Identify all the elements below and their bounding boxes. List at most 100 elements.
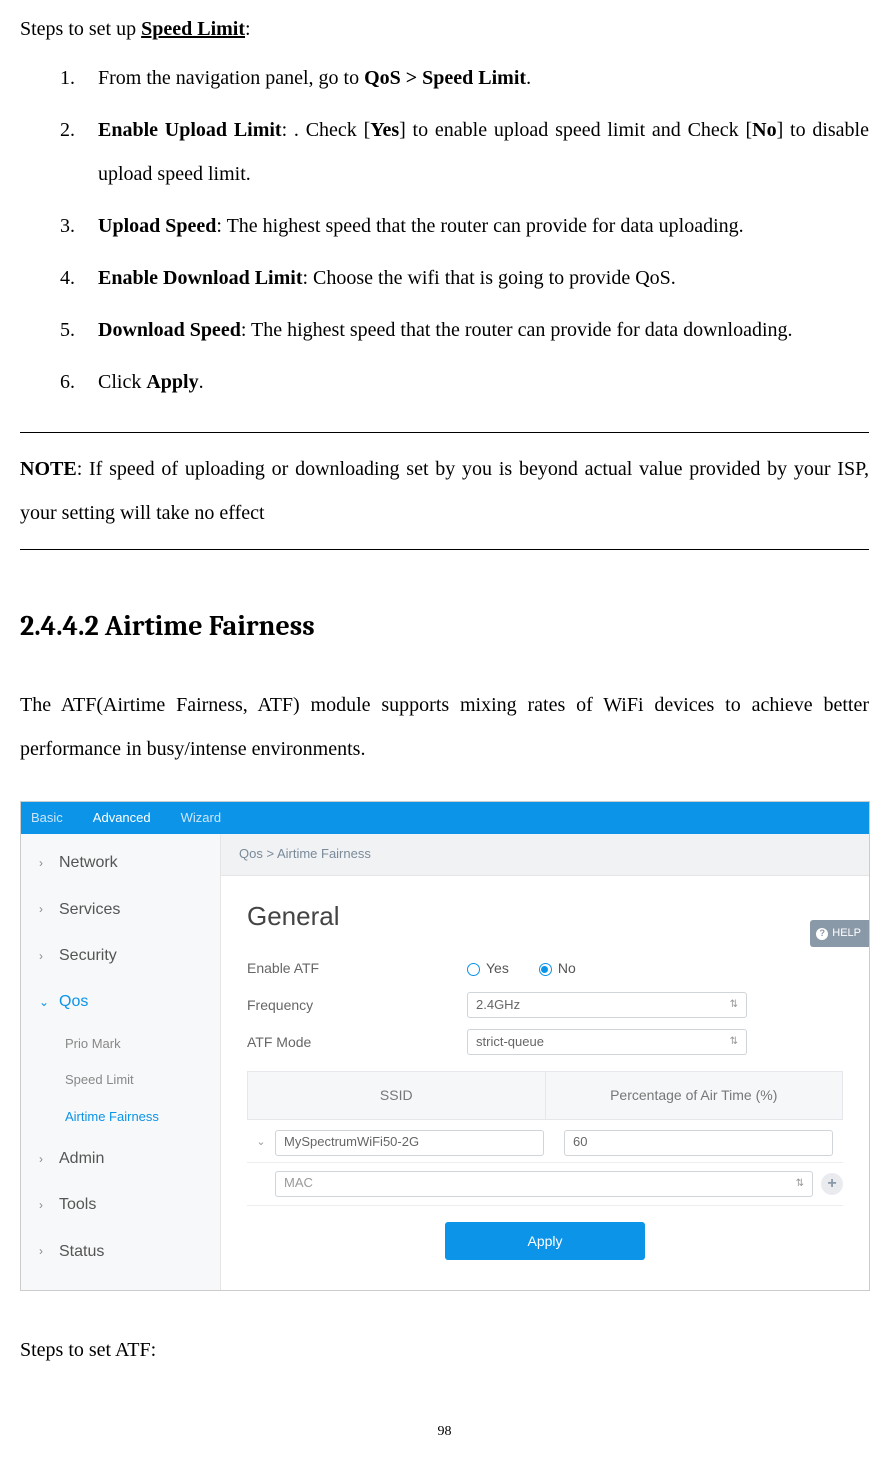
mac-placeholder: MAC xyxy=(284,1171,313,1196)
s1-end: . xyxy=(526,67,531,89)
radio-no[interactable]: No xyxy=(539,955,576,982)
radio-yes-label: Yes xyxy=(486,960,509,976)
updown-icon: ⇅ xyxy=(796,1179,804,1189)
intro-suffix: : xyxy=(245,18,251,40)
step-3: 3. Upload Speed: The highest speed that … xyxy=(98,204,869,248)
chevron-right-icon: › xyxy=(39,898,49,921)
radio-no-label: No xyxy=(558,960,576,976)
nav-label: Status xyxy=(59,1237,104,1267)
chevron-right-icon: › xyxy=(39,1240,49,1263)
chevron-down-icon: ⌄ xyxy=(39,991,49,1014)
sidebar-sub-speed[interactable]: Speed Limit xyxy=(21,1062,220,1099)
s6-t1: Click xyxy=(98,371,146,393)
s1-bold: QoS > Speed Limit xyxy=(364,67,526,89)
s2-t1: : . Check [ xyxy=(282,119,371,141)
s2-bold1: Enable Upload Limit xyxy=(98,119,282,141)
s4-bold: Enable Download Limit xyxy=(98,267,302,289)
nav-label: Services xyxy=(59,895,120,925)
nav-label: Network xyxy=(59,848,118,878)
s1-text: From the navigation panel, go to xyxy=(98,67,364,89)
label-frequency: Frequency xyxy=(247,992,467,1019)
s5-text: : The highest speed that the router can … xyxy=(241,319,793,341)
th-ssid: SSID xyxy=(248,1072,546,1119)
s4-text: : Choose the wifi that is going to provi… xyxy=(302,267,675,289)
select-value: strict-queue xyxy=(476,1030,544,1055)
chevron-right-icon: › xyxy=(39,1148,49,1171)
breadcrumb: Qos > Airtime Fairness xyxy=(221,834,869,876)
nav-label: Security xyxy=(59,941,117,971)
step-1: 1. From the navigation panel, go to QoS … xyxy=(98,56,869,100)
intro-bold: Speed Limit xyxy=(141,18,245,40)
expand-chevron-icon[interactable]: ⌄ xyxy=(247,1132,275,1153)
step-2: 2. Enable Upload Limit: . Check [Yes] to… xyxy=(98,108,869,196)
tab-wizard[interactable]: Wizard xyxy=(181,806,221,831)
table-row: ⌄ MySpectrumWiFi50-2G 60 xyxy=(247,1120,843,1163)
chevron-right-icon: › xyxy=(39,1194,49,1217)
note-block: NOTE: If speed of uploading or downloadi… xyxy=(20,432,869,550)
s3-text: : The highest speed that the router can … xyxy=(216,215,743,237)
sidebar-nav: › Network › Services › Security ⌄ Qos Prio M… xyxy=(21,834,221,1290)
s6-t2: . xyxy=(199,371,204,393)
note-bottom-rule xyxy=(20,549,869,550)
nav-label: Tools xyxy=(59,1190,96,1220)
chevron-right-icon: › xyxy=(39,852,49,875)
help-label: HELP xyxy=(832,923,861,944)
note-body: : If speed of uploading or downloading s… xyxy=(20,458,869,524)
top-tabs: Basic Advanced Wizard xyxy=(21,802,869,834)
page-number: 98 xyxy=(20,1419,869,1446)
mac-select[interactable]: MAC ⇅ xyxy=(275,1171,813,1197)
tab-advanced[interactable]: Advanced xyxy=(93,806,151,831)
content-panel: Qos > Airtime Fairness ? HELP General En… xyxy=(221,834,869,1290)
section-heading: 2.4.4.2 Airtime Fairness xyxy=(20,600,869,653)
updown-icon: ⇅ xyxy=(730,1000,738,1010)
s2-no: No xyxy=(752,119,776,141)
sidebar-item-network[interactable]: › Network xyxy=(21,840,220,886)
s2-yes: Yes xyxy=(370,119,399,141)
atf-steps-label: Steps to set ATF: xyxy=(20,1331,869,1369)
select-frequency[interactable]: 2.4GHz ⇅ xyxy=(467,992,747,1018)
label-atf-mode: ATF Mode xyxy=(247,1029,467,1056)
add-button[interactable]: + xyxy=(821,1173,843,1195)
tab-basic[interactable]: Basic xyxy=(31,806,63,831)
intro-line: Steps to set up Speed Limit: xyxy=(20,10,869,48)
sidebar-item-tools[interactable]: › Tools xyxy=(21,1182,220,1228)
radio-icon xyxy=(539,963,552,976)
sidebar-sub-atf[interactable]: Airtime Fairness xyxy=(21,1099,220,1136)
s6-bold: Apply xyxy=(146,371,198,393)
radio-yes[interactable]: Yes xyxy=(467,955,509,982)
step-5: 5. Download Speed: The highest speed tha… xyxy=(98,308,869,352)
intro-prefix: Steps to set up xyxy=(20,18,141,40)
row-atf-mode: ATF Mode strict-queue ⇅ xyxy=(247,1029,843,1056)
note-text: NOTE: If speed of uploading or downloadi… xyxy=(20,433,869,549)
sidebar-item-status[interactable]: › Status xyxy=(21,1229,220,1275)
nav-label: Admin xyxy=(59,1144,104,1174)
s5-bold: Download Speed xyxy=(98,319,241,341)
label-enable-atf: Enable ATF xyxy=(247,955,467,982)
steps-list: 1. From the navigation panel, go to QoS … xyxy=(20,56,869,404)
percentage-input[interactable]: 60 xyxy=(564,1130,833,1156)
ssid-input[interactable]: MySpectrumWiFi50-2G xyxy=(275,1130,544,1156)
row-frequency: Frequency 2.4GHz ⇅ xyxy=(247,992,843,1019)
chevron-right-icon: › xyxy=(39,945,49,968)
apply-button[interactable]: Apply xyxy=(445,1222,645,1261)
step-6: 6. Click Apply. xyxy=(98,360,869,404)
help-badge[interactable]: ? HELP xyxy=(810,920,869,947)
sidebar-item-admin[interactable]: › Admin xyxy=(21,1136,220,1182)
sidebar-item-services[interactable]: › Services xyxy=(21,887,220,933)
sidebar-sub-prio[interactable]: Prio Mark xyxy=(21,1026,220,1063)
general-heading: General xyxy=(247,892,843,941)
sidebar-item-qos[interactable]: ⌄ Qos xyxy=(21,979,220,1025)
note-label: NOTE xyxy=(20,458,77,480)
table-header: SSID Percentage of Air Time (%) xyxy=(247,1071,843,1120)
s2-t2: ] to enable upload speed limit and Check… xyxy=(399,119,752,141)
updown-icon: ⇅ xyxy=(730,1037,738,1047)
sidebar-item-security[interactable]: › Security xyxy=(21,933,220,979)
radio-icon xyxy=(467,963,480,976)
row-enable-atf: Enable ATF Yes No xyxy=(247,955,843,982)
atf-paragraph: The ATF(Airtime Fairness, ATF) module su… xyxy=(20,683,869,771)
nav-label: Qos xyxy=(59,987,88,1017)
select-atf-mode[interactable]: strict-queue ⇅ xyxy=(467,1029,747,1055)
step-4: 4. Enable Download Limit: Choose the wif… xyxy=(98,256,869,300)
th-percentage: Percentage of Air Time (%) xyxy=(546,1072,843,1119)
mac-row: MAC ⇅ + xyxy=(247,1163,843,1206)
